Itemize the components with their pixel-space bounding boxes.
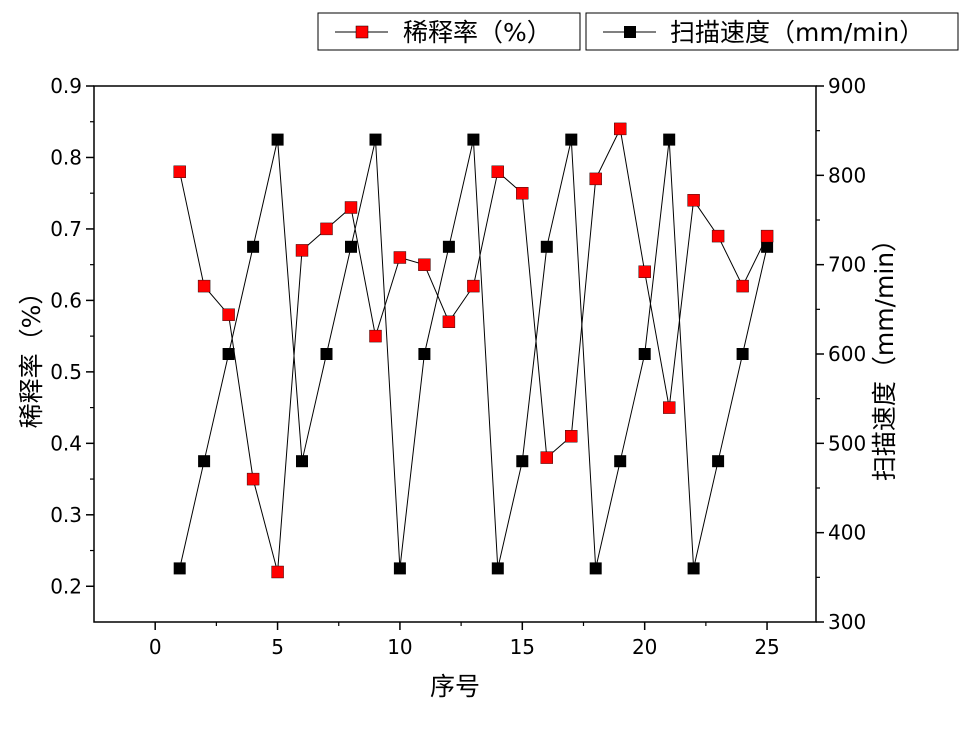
axis-ticks bbox=[86, 85, 824, 630]
data-point bbox=[540, 451, 553, 464]
data-point bbox=[271, 565, 284, 579]
legend-marker-dilution bbox=[355, 25, 369, 39]
data-point bbox=[296, 455, 308, 468]
y-left-tick-label: 0.7 bbox=[50, 217, 82, 241]
x-tick-label: 10 bbox=[387, 635, 412, 659]
data-point bbox=[173, 165, 186, 179]
data-point bbox=[393, 251, 407, 264]
data-point bbox=[369, 329, 382, 343]
data-point bbox=[687, 562, 700, 575]
data-point bbox=[711, 229, 725, 243]
data-point bbox=[516, 455, 529, 468]
data-point bbox=[565, 133, 578, 146]
legend: 稀释率（%） 扫描速度（mm/min） bbox=[317, 12, 959, 51]
data-point bbox=[589, 562, 602, 575]
data-point bbox=[516, 186, 529, 200]
data-point bbox=[491, 165, 504, 179]
x-tick-label: 15 bbox=[510, 635, 535, 659]
data-point bbox=[369, 133, 382, 146]
data-point bbox=[344, 201, 358, 214]
y-right-tick-label: 700 bbox=[828, 253, 866, 277]
y-left-tick-label: 0.5 bbox=[50, 360, 82, 384]
y-left-tick-label: 0.2 bbox=[50, 574, 82, 598]
series-dilution bbox=[173, 122, 774, 579]
data-point bbox=[247, 240, 260, 253]
data-point bbox=[736, 348, 749, 360]
y-left-axis-label: 稀释率（%） bbox=[17, 280, 46, 429]
data-point bbox=[418, 348, 431, 360]
data-point bbox=[467, 279, 480, 293]
data-point bbox=[222, 348, 235, 360]
y-right-tick-label: 600 bbox=[828, 342, 866, 366]
x-tick-label: 25 bbox=[754, 635, 779, 659]
data-point bbox=[173, 562, 186, 575]
legend-label-speed: 扫描速度（mm/min） bbox=[670, 18, 924, 47]
data-point bbox=[295, 244, 309, 257]
x-tick-label: 0 bbox=[149, 635, 162, 659]
y-right-axis-label: 扫描速度（mm/min） bbox=[870, 227, 899, 481]
data-point bbox=[197, 279, 211, 293]
data-point bbox=[565, 430, 578, 443]
tick-labels: 0 5 10 15 20 25 0.2 0.3 0.4 0.5 0.6 0.7 0.8 0.9 300 400… bbox=[50, 74, 866, 659]
data-point bbox=[614, 122, 627, 136]
y-left-tick-label: 0.3 bbox=[50, 503, 82, 527]
y-left-tick-label: 0.8 bbox=[50, 145, 82, 169]
data-point bbox=[761, 240, 774, 253]
data-point bbox=[589, 172, 602, 186]
y-right-tick-label: 300 bbox=[828, 610, 866, 634]
y-right-tick-label: 800 bbox=[828, 163, 866, 187]
data-point bbox=[638, 348, 651, 360]
series-speed bbox=[173, 133, 774, 575]
data-point bbox=[638, 265, 651, 278]
y-left-tick-label: 0.9 bbox=[50, 74, 82, 98]
y-right-tick-label: 500 bbox=[828, 431, 866, 455]
y-right-tick-label: 400 bbox=[828, 521, 866, 545]
data-point bbox=[418, 258, 431, 271]
data-point bbox=[320, 222, 333, 236]
data-point bbox=[246, 472, 260, 486]
data-point bbox=[491, 562, 504, 575]
y-right-tick-label: 900 bbox=[828, 74, 866, 98]
x-tick-label: 20 bbox=[632, 635, 657, 659]
data-point bbox=[663, 133, 676, 146]
data-point bbox=[442, 240, 455, 253]
legend-label-dilution: 稀释率（%） bbox=[403, 18, 552, 47]
series-line bbox=[179, 139, 768, 569]
series-layer bbox=[173, 122, 774, 579]
data-point bbox=[687, 194, 700, 207]
data-point bbox=[442, 315, 456, 328]
x-axis-label: 序号 bbox=[430, 672, 480, 701]
data-point bbox=[614, 455, 627, 468]
data-point bbox=[540, 240, 553, 253]
data-point bbox=[393, 562, 406, 575]
data-point bbox=[320, 348, 333, 360]
data-point bbox=[271, 133, 284, 146]
data-point bbox=[736, 279, 749, 293]
data-point bbox=[467, 133, 480, 146]
data-point bbox=[712, 455, 725, 468]
series-line bbox=[179, 127, 768, 573]
data-point bbox=[222, 308, 235, 321]
data-point bbox=[663, 401, 676, 414]
data-point bbox=[760, 229, 774, 243]
plot-frame bbox=[93, 85, 817, 623]
x-tick-label: 5 bbox=[271, 635, 284, 659]
data-point bbox=[198, 455, 211, 468]
y-left-tick-label: 0.4 bbox=[50, 431, 82, 455]
data-point bbox=[345, 240, 357, 253]
y-left-tick-label: 0.6 bbox=[50, 288, 82, 312]
legend-marker-speed bbox=[624, 26, 636, 38]
